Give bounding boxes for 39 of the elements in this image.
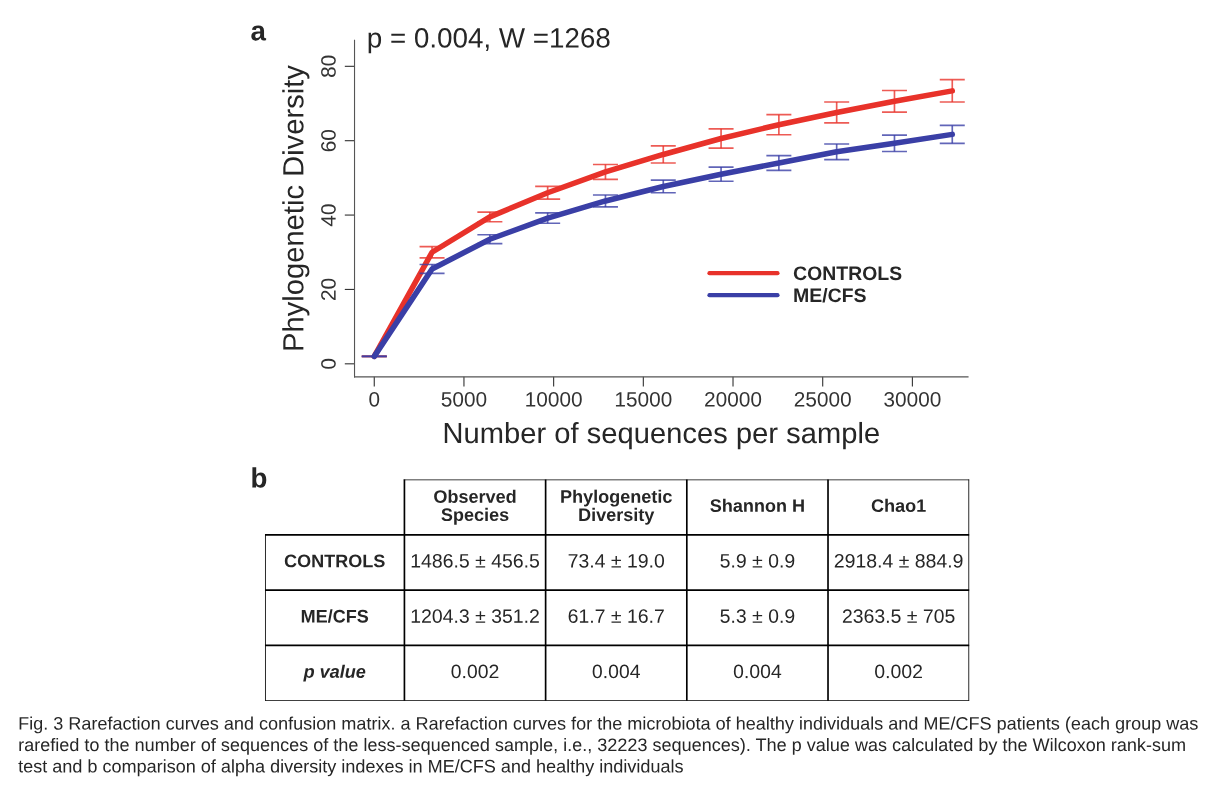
y-tick-label: 60 bbox=[321, 129, 336, 152]
text: b bbox=[252, 467, 267, 488]
annotation: p = 0.004, W =1268 bbox=[368, 28, 610, 54]
chart-title: a bbox=[251, 25, 267, 41]
text: 5.3 ± 0.9 bbox=[720, 609, 795, 623]
legend-label: CONTROLS bbox=[793, 266, 902, 281]
text: 5.9 ± 0.9 bbox=[720, 553, 795, 568]
category-label: Observed Species bbox=[434, 489, 516, 525]
text: 1486.5 ± 456.5 bbox=[411, 553, 540, 568]
x-tick-label: 25000 bbox=[794, 391, 851, 407]
y-tick-label: 20 bbox=[321, 278, 336, 300]
x-tick-label: 5000 bbox=[441, 391, 487, 407]
y-tick-label: 80 bbox=[321, 55, 336, 77]
y-tick-label: 0 bbox=[321, 358, 336, 369]
x-tick-label: 30000 bbox=[884, 391, 941, 407]
text: 73.4 ± 19.0 bbox=[568, 553, 665, 568]
text: 61.7 ± 16.7 bbox=[568, 609, 664, 623]
text: 2918.4 ± 884.9 bbox=[834, 553, 963, 568]
text: 0.002 bbox=[875, 664, 922, 679]
y-tick-label: 40 bbox=[321, 204, 336, 227]
text: 2363.5 ± 705 bbox=[842, 609, 955, 623]
category-label: Chao1 bbox=[871, 498, 926, 513]
category-label: Shannon H bbox=[710, 498, 804, 513]
category-label: Phylogenetic Diversity bbox=[561, 489, 672, 525]
x-tick-label: 20000 bbox=[705, 391, 762, 407]
x-axis-title: Number of sequences per sample bbox=[444, 421, 879, 450]
y-axis-title: Phylogenetic Diversity bbox=[282, 65, 310, 350]
x-tick-label: 10000 bbox=[526, 391, 582, 407]
text: 0.002 bbox=[451, 664, 499, 679]
category-label: ME/CFS bbox=[301, 609, 369, 623]
category-label: CONTROLS bbox=[284, 554, 385, 568]
legend-label: ME/CFS bbox=[794, 287, 866, 303]
caption: Fig. 3 Rarefaction curves and confusion matrix. a Rarefaction curves for the microbiota of healthy individuals and ME/CFS patients (each group was rarefied to the number of sequences of the less-sequenced sample, i.e., 32223 sequences). The p value was calculated by the Wilcoxon rank-sum test and b comparison of alpha diversity indexes in ME/CFS and healthy individuals bbox=[18, 716, 1198, 777]
text: 0.004 bbox=[592, 664, 640, 679]
text: 1204.3 ± 351.2 bbox=[411, 609, 539, 623]
text: 0.004 bbox=[733, 664, 782, 679]
category-label: p value bbox=[303, 664, 366, 682]
x-tick-label: 15000 bbox=[615, 391, 672, 407]
x-tick-label: 0 bbox=[369, 391, 380, 407]
